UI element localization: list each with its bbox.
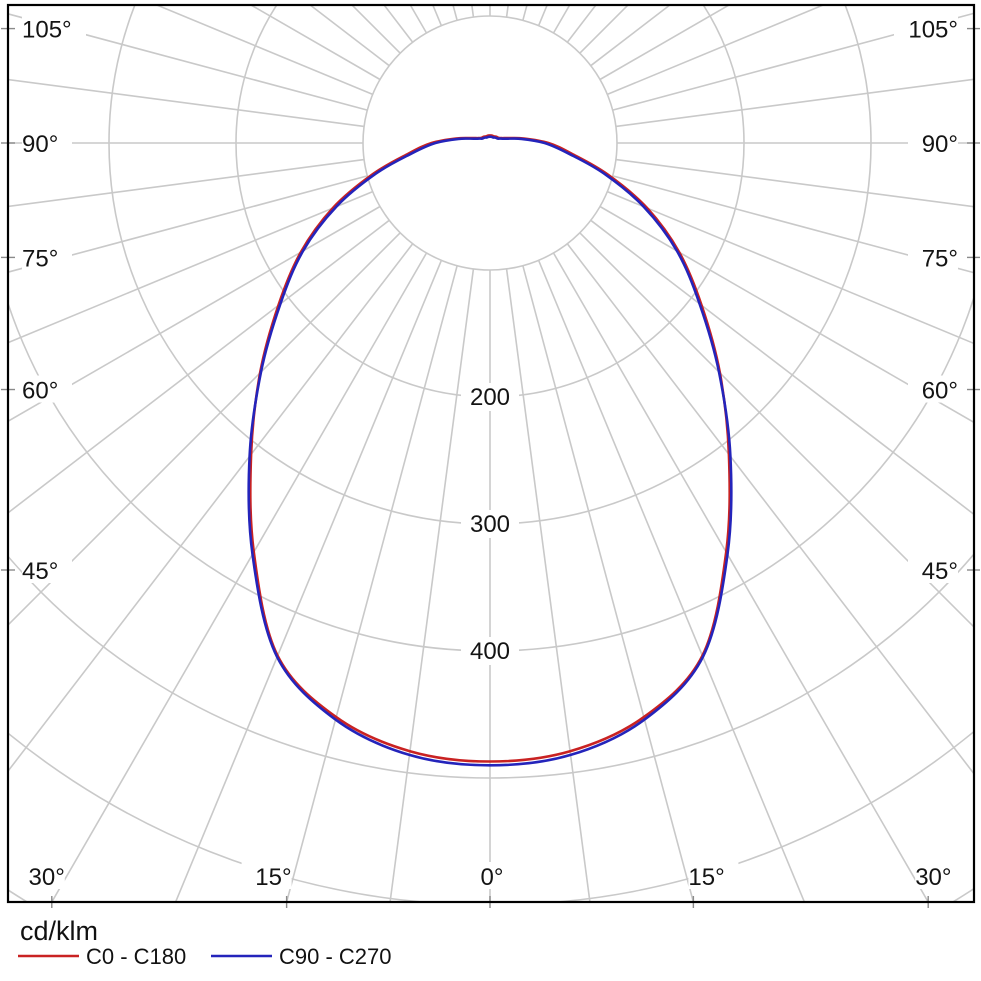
angle-label-bg (14, 862, 65, 889)
angle-label: 60° (22, 378, 58, 405)
angle-label: 0° (481, 864, 504, 891)
angle-label-bg (22, 129, 72, 156)
angle-label-bg (22, 14, 86, 42)
grid-ray (505, 268, 591, 901)
radial-label-bg (461, 637, 519, 665)
grid-ray (505, 6, 509, 18)
grid-ray (9, 243, 414, 772)
grid-ray (612, 175, 973, 274)
intensity-curves (247, 134, 733, 767)
angle-label: 30° (915, 864, 951, 891)
angle-label-bg (908, 129, 958, 156)
angle-label-bg (22, 375, 72, 403)
grid-circle-100 (362, 15, 618, 271)
grid-ray (615, 78, 973, 128)
plot-frame (6, 3, 976, 904)
radial-value-label: 300 (470, 511, 510, 538)
angle-label-bg (241, 862, 292, 889)
angle-label: 30° (29, 864, 65, 891)
angle-label: 105° (908, 17, 958, 44)
angle-label-bg (474, 862, 510, 889)
radial-value-label: 200 (470, 384, 510, 411)
radial-value-label: 400 (470, 638, 510, 665)
angle-label-bg (908, 556, 958, 583)
legend: cd/klm C0 - C180 C90 - C270 (18, 916, 392, 969)
legend-unit-label: cd/klm (20, 916, 98, 946)
grid-ray (607, 6, 823, 96)
radial-label-bg (461, 383, 519, 411)
angle-label-bg (22, 243, 72, 271)
grid-ray (537, 260, 805, 901)
grid-ray (579, 232, 973, 628)
grid-ray (566, 243, 973, 774)
grid-ray (522, 265, 694, 901)
grid-ray (157, 6, 373, 96)
grid-ray (599, 205, 973, 423)
grid-ray (552, 252, 929, 901)
grid-ray (286, 265, 458, 901)
grid-ray (471, 6, 475, 18)
angle-label: 90° (922, 131, 958, 158)
angle-label-bg (908, 375, 958, 403)
grid-ray (9, 175, 368, 273)
angle-label-bg (915, 862, 966, 889)
grid-ray (175, 260, 443, 901)
angle-label-bg (894, 14, 958, 42)
grid-ray (9, 13, 368, 111)
angle-label: 105° (22, 17, 72, 44)
grid-ray (9, 205, 381, 422)
grid-ray (9, 232, 401, 626)
angle-label-bg (908, 243, 958, 271)
radial-label-bg (461, 510, 519, 538)
grid-ray (9, 190, 373, 344)
angle-label: 15° (255, 864, 291, 891)
grid-ray (612, 12, 973, 111)
angle-label: 45° (922, 558, 958, 585)
grid-ray (607, 190, 973, 344)
grid-ray (615, 158, 973, 208)
radial-value-labels: 200 300 400 (461, 383, 519, 665)
angle-label-bg (688, 862, 739, 889)
curve-c90-c270 (247, 135, 733, 767)
angle-label: 90° (22, 131, 58, 158)
grid-ray (452, 6, 458, 21)
angle-label: 75° (22, 245, 58, 272)
legend-label-c90-c270: C90 - C270 (279, 944, 392, 969)
angle-label-bg (22, 556, 72, 583)
grid-ray (51, 252, 428, 901)
grid-ray (590, 219, 973, 515)
grid-ray (522, 6, 528, 21)
angle-label: 15° (688, 864, 724, 891)
angle-label: 45° (22, 558, 58, 585)
angle-label: 75° (922, 245, 958, 272)
grid-ray (9, 158, 365, 208)
grid-ray (9, 219, 390, 514)
legend-label-c0-c180: C0 - C180 (86, 944, 186, 969)
angle-label: 60° (922, 378, 958, 405)
grid-ray (389, 268, 475, 901)
angle-labels: 45° 45° 60° 60° 75° 75° 90° 90° 105° 105° 0° 15° 15°… (14, 14, 966, 891)
grid-ray (9, 78, 365, 128)
